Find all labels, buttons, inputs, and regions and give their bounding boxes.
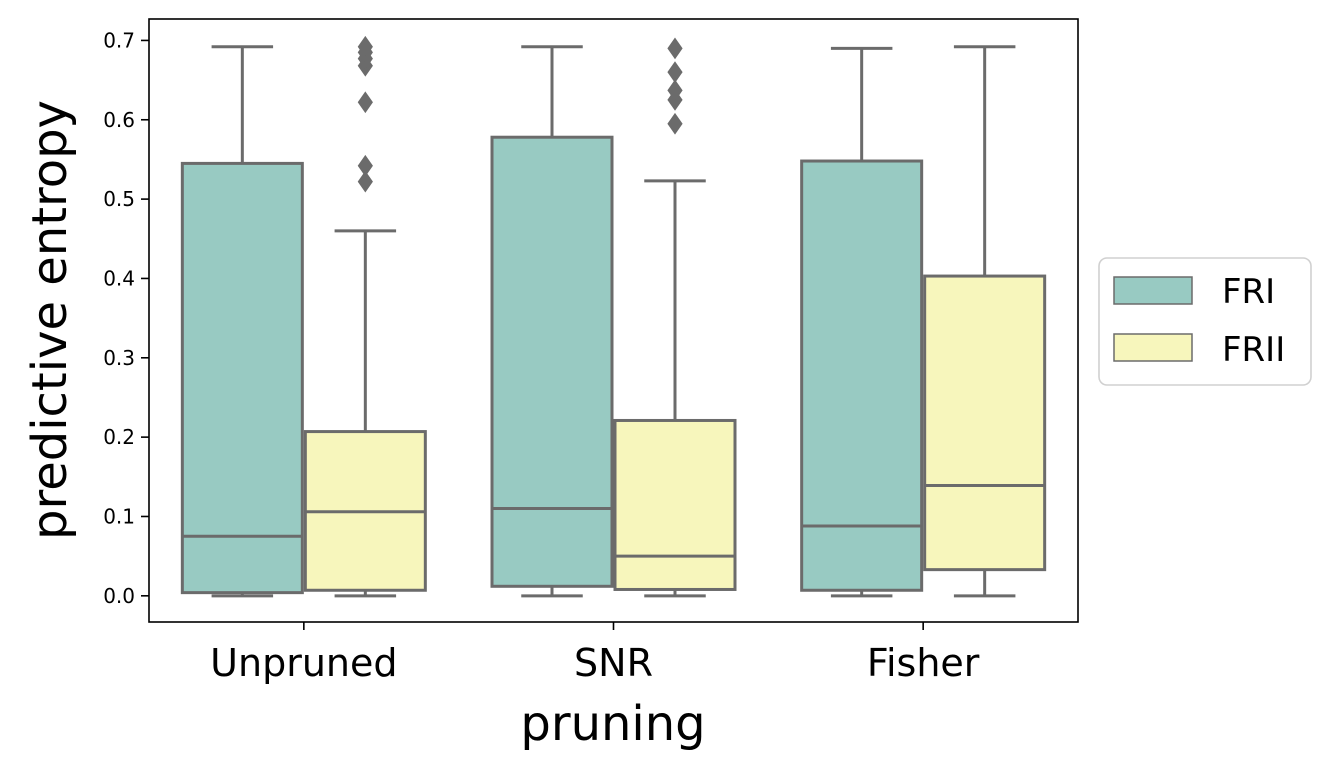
outlier-point	[357, 91, 373, 114]
outlier-point	[357, 154, 373, 177]
y-tick-label: 0.0	[103, 584, 135, 608]
box-fri-fisher	[800, 46, 924, 598]
outlier-point	[667, 79, 683, 102]
x-axis: Unpruned SNR Fisher	[210, 622, 980, 685]
box-iqr	[490, 135, 614, 588]
x-tick-label-unpruned: Unpruned	[210, 641, 397, 685]
legend-swatch-frii	[1113, 333, 1193, 362]
x-tick-label-fisher: Fisher	[867, 641, 980, 685]
box-frii-unpruned	[303, 35, 427, 598]
box-iqr	[800, 159, 924, 592]
outlier-point	[667, 61, 683, 84]
box-frii-fisher	[923, 45, 1047, 598]
legend-label-frii: FRII	[1222, 330, 1285, 370]
outlier-point	[357, 35, 373, 58]
box-iqr	[613, 418, 737, 591]
y-tick-label: 0.7	[103, 28, 135, 52]
box-fri-snr	[490, 45, 614, 598]
y-tick-label: 0.4	[103, 266, 135, 290]
outlier-point	[667, 37, 683, 60]
legend-label-fri: FRI	[1222, 272, 1275, 312]
x-tick-label-snr: SNR	[574, 641, 653, 685]
y-axis-title: predictive entropy	[22, 100, 78, 540]
box-frii-snr	[613, 37, 737, 598]
box-fri-unpruned	[180, 45, 304, 598]
legend-swatch-fri	[1113, 276, 1193, 305]
y-tick-label: 0.6	[103, 108, 135, 132]
outlier-point	[357, 170, 373, 193]
y-tick-label: 0.3	[103, 346, 135, 370]
box-iqr	[923, 274, 1047, 572]
box-iqr	[180, 161, 304, 595]
y-tick-label: 0.2	[103, 425, 135, 449]
legend: FRI FRII	[1098, 257, 1312, 386]
outlier-point	[667, 112, 683, 135]
y-tick-label: 0.1	[103, 504, 135, 528]
x-axis-title: pruning	[520, 696, 705, 752]
y-tick-label: 0.5	[103, 187, 135, 211]
y-axis: 0.0 0.1 0.2 0.3 0.4 0.5 0.6 0.7	[103, 28, 149, 608]
plot-area	[180, 35, 1047, 598]
